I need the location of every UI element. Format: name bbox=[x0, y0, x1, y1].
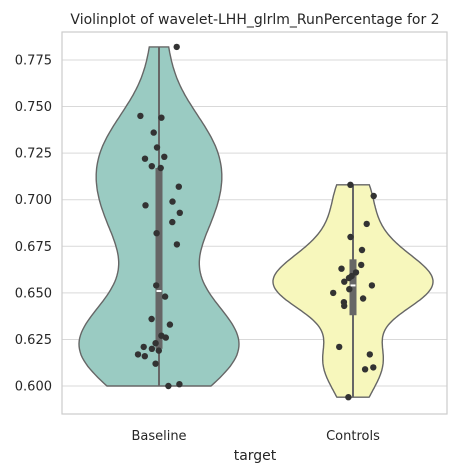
data-point bbox=[152, 340, 159, 347]
x-tick-labels: Baseline Controls bbox=[131, 429, 380, 444]
y-tick-label: 0.675 bbox=[15, 240, 52, 255]
y-tick-label: 0.700 bbox=[15, 193, 52, 208]
violins bbox=[78, 46, 434, 398]
chart-title: Violinplot of wavelet-LHH_glrlm_RunPerce… bbox=[70, 12, 439, 28]
data-point bbox=[352, 269, 360, 276]
data-point bbox=[173, 241, 181, 248]
y-tick-label: 0.625 bbox=[15, 333, 52, 348]
data-point bbox=[153, 282, 160, 289]
data-point bbox=[338, 265, 345, 272]
data-point bbox=[176, 209, 183, 216]
data-point bbox=[162, 334, 169, 341]
y-tick-label: 0.650 bbox=[15, 286, 52, 301]
inner-boxes bbox=[155, 46, 357, 398]
data-point bbox=[366, 351, 373, 358]
data-point bbox=[161, 153, 168, 160]
data-point bbox=[157, 164, 164, 172]
data-point bbox=[361, 366, 369, 373]
data-points bbox=[134, 43, 377, 401]
data-point bbox=[161, 293, 169, 300]
data-point bbox=[336, 343, 343, 351]
data-point bbox=[153, 230, 160, 237]
data-point bbox=[359, 295, 367, 302]
x-tick-label: Controls bbox=[326, 429, 380, 444]
iqr-box-baseline bbox=[155, 168, 163, 349]
data-point bbox=[137, 112, 144, 120]
data-point bbox=[148, 315, 155, 323]
y-tick-label: 0.750 bbox=[15, 100, 52, 115]
data-point bbox=[347, 233, 354, 241]
data-point bbox=[141, 155, 149, 162]
data-point bbox=[176, 381, 183, 388]
data-point bbox=[341, 278, 348, 285]
data-point bbox=[345, 274, 353, 282]
x-axis-label: target bbox=[234, 448, 277, 464]
y-tick-label: 0.725 bbox=[15, 147, 52, 162]
data-point bbox=[368, 282, 376, 289]
data-point bbox=[134, 351, 142, 358]
data-point bbox=[341, 302, 348, 310]
data-point bbox=[173, 43, 180, 51]
data-point bbox=[148, 345, 156, 352]
data-point bbox=[158, 114, 165, 121]
data-point bbox=[358, 261, 365, 269]
data-point bbox=[153, 144, 161, 151]
data-point bbox=[141, 353, 148, 360]
y-tick-label: 0.600 bbox=[15, 380, 52, 395]
data-point bbox=[346, 286, 353, 293]
x-tick-label: Baseline bbox=[131, 429, 186, 444]
data-point bbox=[140, 343, 147, 351]
data-point bbox=[142, 202, 149, 209]
data-point bbox=[148, 163, 155, 170]
data-point bbox=[165, 382, 172, 390]
plot-frame bbox=[61, 31, 448, 415]
data-point bbox=[347, 181, 354, 188]
data-point bbox=[363, 220, 370, 228]
data-point bbox=[169, 198, 176, 205]
data-point bbox=[166, 321, 174, 328]
data-point bbox=[370, 192, 377, 200]
data-point bbox=[175, 183, 182, 190]
data-point bbox=[358, 246, 366, 254]
y-tick-labels: 0.600 0.625 0.650 0.675 0.700 0.725 0.750 0.775 bbox=[15, 53, 52, 394]
data-point bbox=[345, 394, 352, 401]
data-point bbox=[169, 218, 176, 226]
y-tick-label: 0.775 bbox=[15, 53, 52, 68]
data-point bbox=[330, 289, 337, 297]
data-point bbox=[155, 347, 162, 354]
data-point bbox=[370, 364, 377, 371]
iqr-box-controls bbox=[349, 259, 357, 316]
data-point bbox=[152, 360, 159, 367]
axis-spines bbox=[61, 31, 448, 415]
data-point bbox=[150, 129, 157, 136]
